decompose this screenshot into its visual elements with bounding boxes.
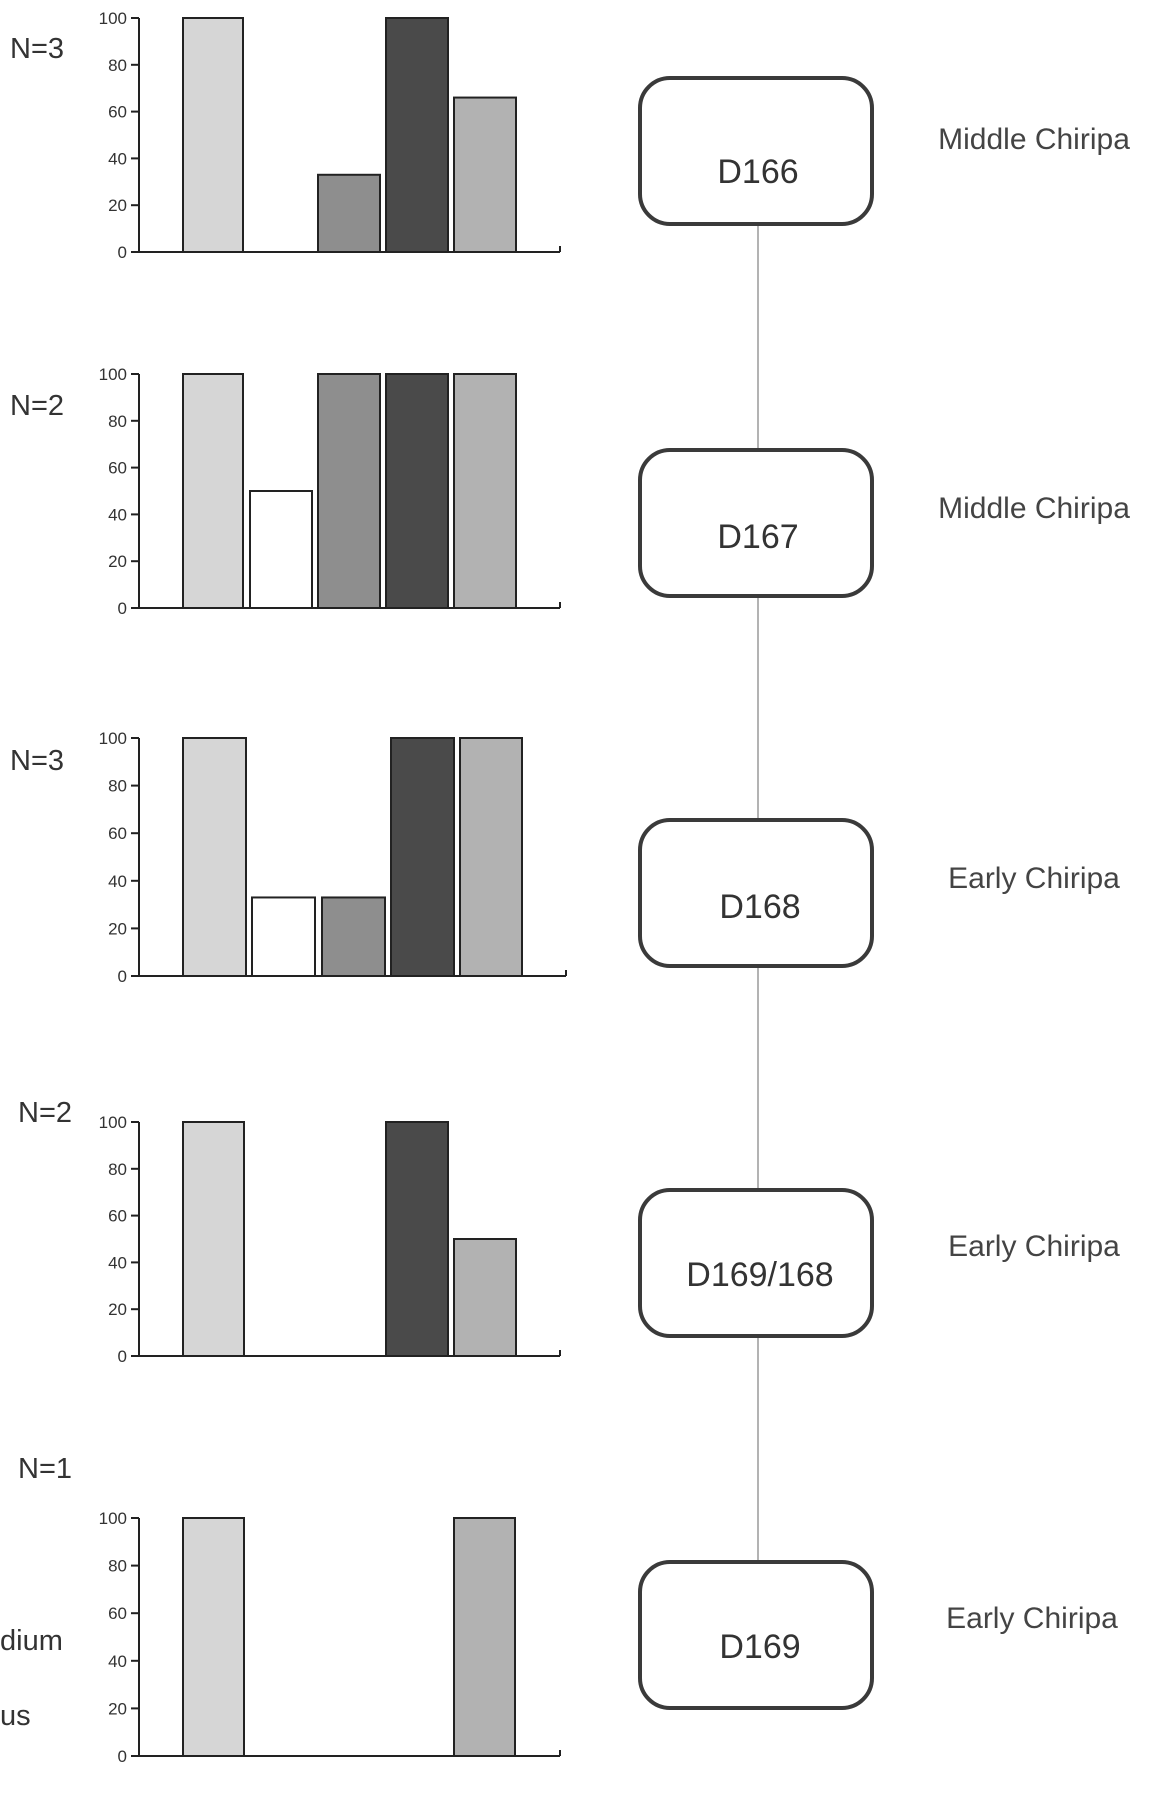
stratum-box	[638, 448, 874, 598]
sample-size-label: N=2	[10, 390, 64, 422]
y-tick-label: 0	[118, 599, 127, 618]
bar-category-1	[182, 1121, 245, 1357]
cut-off-legend-text: us	[0, 1700, 31, 1732]
y-tick-label: 20	[108, 1699, 127, 1718]
y-tick-label: 60	[108, 824, 127, 843]
stratum-box	[638, 818, 874, 968]
y-tick-label: 20	[108, 552, 127, 571]
y-tick-label: 60	[108, 1604, 127, 1623]
cut-off-legend-fragments: dium us	[0, 1625, 63, 1732]
stratum-label: D168	[719, 888, 800, 926]
y-tick-label: 100	[99, 1509, 127, 1528]
phase-label: Early Chiripa	[946, 1602, 1118, 1635]
bar-category-5	[453, 96, 517, 253]
stratum-5: D169 Early Chiripa	[638, 1560, 1118, 1710]
y-tick-label: 80	[108, 1160, 127, 1179]
y-tick-label: 80	[108, 56, 127, 75]
bar-category-4	[390, 737, 455, 977]
phase-label: Middle Chiripa	[938, 492, 1130, 525]
bar-category-5	[453, 373, 517, 609]
bar-category-1	[182, 737, 247, 977]
y-tick-label: 0	[118, 1347, 127, 1366]
y-tick-label: 40	[108, 1652, 127, 1671]
y-tick-label: 100	[99, 1113, 127, 1132]
y-tick-label: 80	[108, 412, 127, 431]
y-tick-label: 100	[99, 365, 127, 384]
stratum-label: D169/168	[686, 1256, 833, 1294]
stratum-1: D166 Middle Chiripa	[638, 76, 1130, 226]
phase-label: Middle Chiripa	[938, 123, 1130, 156]
y-tick-label: 60	[108, 459, 127, 478]
bar-chart-1: N=3 0 20 40 60 80 100	[10, 9, 561, 262]
stratum-label: D169	[719, 1628, 800, 1666]
stratum-3: D168 Early Chiripa	[638, 818, 1120, 968]
y-tick-label: 0	[118, 967, 127, 986]
bar-chart-5: N=1 0 20 40 60 80 100	[18, 1453, 561, 1766]
bar-category-4	[385, 17, 449, 253]
y-tick-label: 40	[108, 872, 127, 891]
bar-chart-3: N=3 0 20 40 60 80 100	[10, 729, 567, 986]
bar-category-4	[385, 1121, 449, 1357]
bar-category-4	[385, 373, 449, 609]
phase-label: Early Chiripa	[948, 1230, 1120, 1263]
bar-category-5	[453, 1517, 516, 1757]
sample-size-label: N=2	[18, 1097, 72, 1129]
y-tick-label: 40	[108, 505, 127, 524]
bar-category-3	[317, 373, 381, 609]
bar-category-3	[317, 173, 381, 253]
sample-size-label: N=3	[10, 745, 64, 777]
cut-off-legend-text: dium	[0, 1625, 63, 1657]
bar-category-1	[182, 373, 244, 609]
y-tick-label: 80	[108, 1557, 127, 1576]
stratum-box	[638, 1188, 874, 1338]
stratum-4: D169/168 Early Chiripa	[638, 1188, 1120, 1338]
y-tick-label: 40	[108, 1253, 127, 1272]
y-tick-label: 0	[118, 243, 127, 262]
y-tick-label: 0	[118, 1747, 127, 1766]
strata-sequence: D166 Middle Chiripa D167 Middle Chiripa D168…	[638, 76, 1130, 1710]
y-tick-label: 20	[108, 1300, 127, 1319]
y-tick-label: 60	[108, 103, 127, 122]
y-tick-label: 100	[99, 9, 127, 28]
bar-category-5	[453, 1238, 517, 1357]
stratum-label: D166	[717, 153, 798, 191]
bar-chart-4: N=2 0 20 40 60 80 100	[18, 1097, 561, 1366]
stratum-2: D167 Middle Chiripa	[638, 448, 1130, 598]
bar-category-5	[459, 737, 523, 977]
bar-category-3	[321, 896, 386, 978]
y-tick-label: 60	[108, 1207, 127, 1226]
y-tick-label: 40	[108, 149, 127, 168]
stratum-box	[638, 1560, 874, 1710]
stratum-box	[638, 76, 874, 226]
bar-charts: N=3 0 20 40 60 80 100 N=2 0 20 40 60 80 100 N=3 0 20 40 60…	[10, 9, 567, 1766]
sample-size-label: N=3	[10, 33, 64, 65]
stratum-label: D167	[717, 518, 798, 556]
bar-category-1	[182, 17, 244, 253]
bar-category-2	[251, 896, 316, 978]
phase-label: Early Chiripa	[948, 862, 1120, 895]
bar-category-2	[249, 490, 313, 609]
sample-size-label: N=1	[18, 1453, 72, 1485]
y-tick-label: 80	[108, 777, 127, 796]
y-tick-label: 20	[108, 196, 127, 215]
y-tick-label: 20	[108, 919, 127, 938]
y-tick-label: 100	[99, 729, 127, 748]
bar-category-1	[182, 1517, 245, 1757]
bar-chart-2: N=2 0 20 40 60 80 100	[10, 365, 561, 618]
